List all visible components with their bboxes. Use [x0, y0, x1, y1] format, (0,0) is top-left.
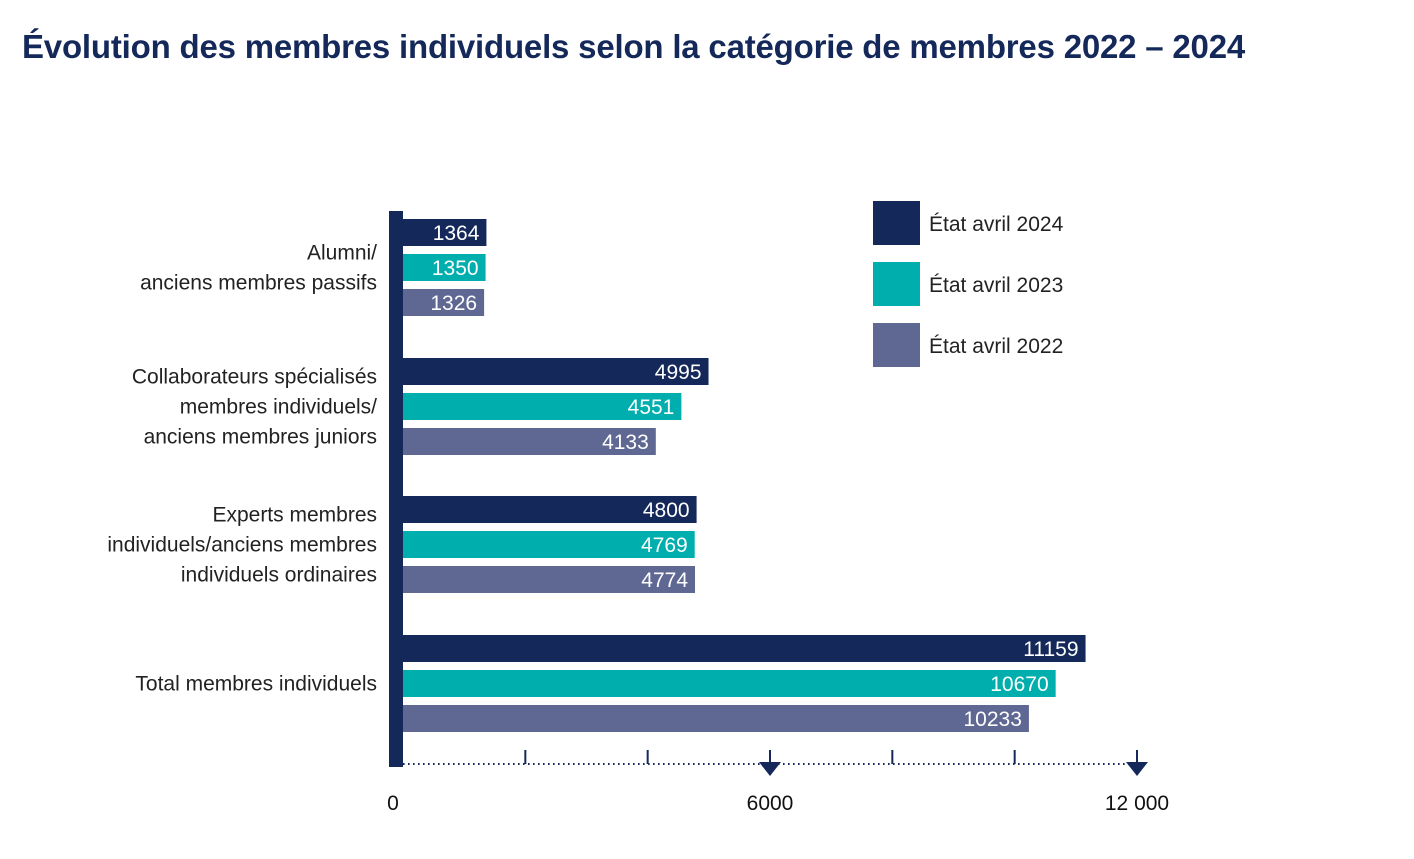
bar	[403, 393, 682, 420]
category-label-line: anciens membres juniors	[144, 426, 377, 449]
bar	[403, 254, 486, 281]
bar-value-label: 4133	[602, 431, 649, 454]
category-label-line: Experts membres	[212, 504, 377, 527]
category-labels: Alumni/anciens membres passifs Collaborat…	[107, 242, 377, 696]
bar-value-label: 4774	[641, 569, 688, 592]
bar	[403, 705, 1029, 732]
category-label-line: Collaborateurs spécialisés	[132, 366, 377, 389]
bar-value-label: 4800	[643, 499, 690, 522]
category-label-line: membres individuels/	[180, 396, 377, 419]
category-label-line: individuels/anciens membres	[107, 534, 377, 557]
bar	[403, 566, 696, 593]
category-label-line: Total membres individuels	[135, 673, 377, 696]
chart-title: Évolution des membres individuels selon …	[22, 28, 1246, 65]
bar-value-label: 1326	[430, 292, 477, 315]
category-label-line: anciens membres passifs	[140, 272, 377, 295]
y-axis-bar	[389, 211, 403, 767]
bar-value-label: 10670	[990, 673, 1048, 696]
bar	[403, 635, 1086, 662]
bar-value-label: 11159	[1023, 638, 1078, 661]
bar	[403, 219, 487, 246]
legend-swatch	[873, 323, 920, 367]
bar-value-label: 10233	[964, 708, 1022, 731]
bar	[403, 496, 697, 523]
bar-value-label: 4769	[641, 534, 688, 557]
x-tick-label: 0	[387, 792, 399, 815]
bar-value-label: 4995	[655, 361, 702, 384]
category-label: Alumni/anciens membres passifs	[140, 242, 377, 295]
x-tick-arrow	[759, 762, 781, 776]
category-label: Total membres individuels	[135, 673, 377, 696]
category-label-line: Alumni/	[307, 242, 377, 265]
bar	[403, 358, 709, 385]
x-axis: 0 6000 12 000	[387, 211, 1169, 815]
legend: État avril 2024 État avril 2023 État avril…	[873, 201, 1064, 367]
x-tick-label: 6000	[747, 792, 794, 815]
bars-layer: 1364 1350 1326 4995 4551 4133 4800 4769 4774 1115…	[403, 219, 1086, 732]
category-label-line: individuels ordinaires	[181, 564, 377, 587]
x-tick-arrow	[1126, 762, 1148, 776]
legend-label: État avril 2022	[929, 335, 1063, 358]
bar-value-label: 4551	[628, 396, 675, 419]
bar-value-label: 1364	[433, 222, 480, 245]
category-label: Collaborateurs spécialisés membres indivi…	[132, 366, 377, 449]
legend-label: État avril 2024	[929, 213, 1064, 236]
category-label: Experts membres individuels/anciens membr…	[107, 504, 377, 587]
bar	[403, 531, 695, 558]
bar	[403, 670, 1056, 697]
x-tick-label: 12 000	[1105, 792, 1169, 815]
legend-swatch	[873, 201, 920, 245]
bar-value-label: 1350	[432, 257, 479, 280]
legend-swatch	[873, 262, 920, 306]
bar	[403, 428, 656, 455]
bar	[403, 289, 485, 316]
legend-label: État avril 2023	[929, 274, 1063, 297]
